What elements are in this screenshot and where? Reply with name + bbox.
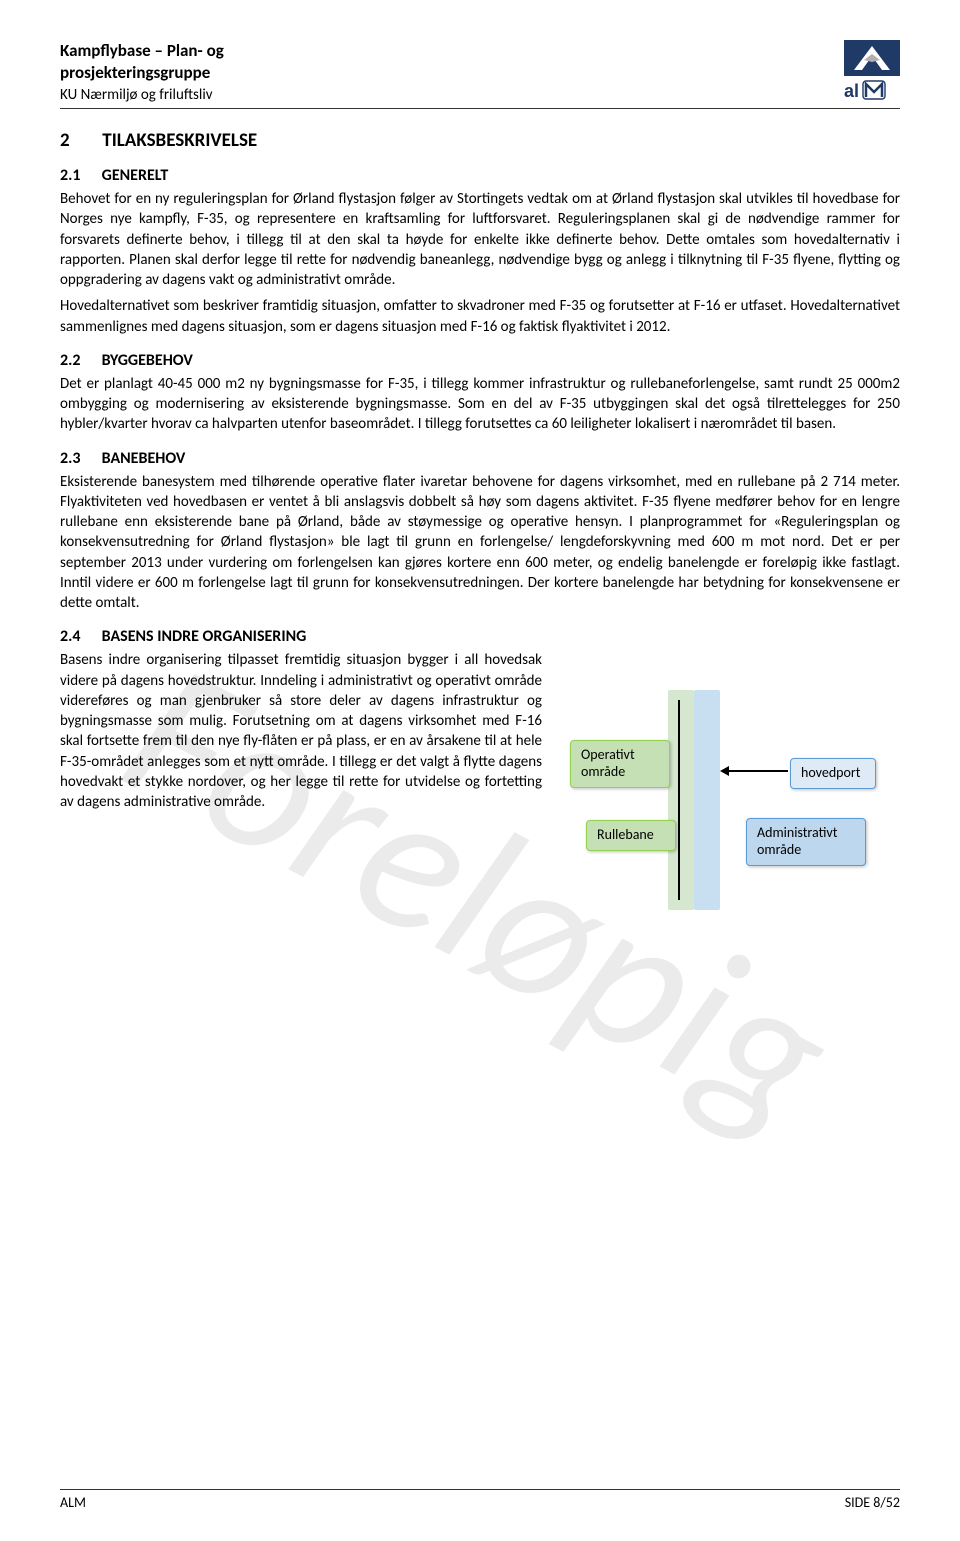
section-2-4-layout: Basens indre organisering tilpasset frem… [60,650,900,920]
diagram-rullebane-label: Rullebane [597,826,654,843]
diagram-divider-line [678,700,680,900]
section-2-1-p1: Behovet for en ny reguleringsplan for Ør… [60,189,900,290]
section-2-4-p1: Basens indre organisering tilpasset frem… [60,650,542,812]
section-2-title: TILAKSBESKRIVELSE [102,129,257,152]
diagram-operativt-box: Operativt område [570,740,670,788]
section-2-1-title: GENERELT [102,166,169,185]
diagram-blue-strip [694,690,720,910]
section-2-4-text: Basens indre organisering tilpasset frem… [60,650,542,818]
footer-right: SIDE 8/52 [845,1494,900,1511]
section-2-2-p1: Det er planlagt 40-45 000 m2 ny bygnings… [60,374,900,435]
section-2-3-title: BANEBEHOV [102,449,186,468]
airplane-logo-icon [844,40,900,76]
diagram-column: Operativt område Rullebane hovedport Adm… [560,650,900,920]
section-2-3-p1: Eksisterende banesystem med tilhørende o… [60,472,900,614]
section-2-3-heading: 2.3 BANEBEHOV [60,449,900,468]
svg-text:al: al [844,81,859,101]
diagram-arrow-line [728,770,788,772]
header-left: Kampflybase – Plan- og prosjekteringsgru… [60,40,224,104]
section-2-1-num: 2.1 [60,166,98,185]
section-2-4-num: 2.4 [60,627,98,646]
diagram-administrativt-box: Administrativt område [746,818,866,866]
alm-logo-icon: al [844,80,900,102]
diagram-arrow-head-icon [720,766,729,776]
base-organisation-diagram: Operativt område Rullebane hovedport Adm… [560,690,880,920]
section-2-1-p2: Hovedalternativet som beskriver framtidi… [60,296,900,337]
page-content: 2 TILAKSBESKRIVELSE 2.1 GENERELT Behovet… [60,129,900,920]
page-header: Kampflybase – Plan- og prosjekteringsgru… [60,40,900,109]
section-2-2-num: 2.2 [60,351,98,370]
page-footer: ALM SIDE 8/52 [60,1489,900,1511]
diagram-hovedport-label: hovedport [801,764,861,781]
section-2-num: 2 [60,129,98,152]
diagram-operativt-label: Operativt område [581,746,635,780]
section-2-3-num: 2.3 [60,449,98,468]
section-2-1-heading: 2.1 GENERELT [60,166,900,185]
footer-left: ALM [60,1494,86,1511]
section-2-heading: 2 TILAKSBESKRIVELSE [60,129,900,152]
diagram-rullebane-box: Rullebane [586,820,676,851]
diagram-administrativt-label: Administrativt område [757,824,837,858]
header-title-line1: Kampflybase – Plan- og [60,40,224,62]
diagram-green-strip [668,690,694,910]
header-logos: al [844,40,900,102]
section-2-4-heading: 2.4 BASENS INDRE ORGANISERING [60,627,900,646]
header-title-line2: prosjekteringsgruppe [60,62,224,84]
diagram-hovedport-box: hovedport [790,758,876,789]
section-2-2-heading: 2.2 BYGGEBEHOV [60,351,900,370]
header-subtitle: KU Nærmiljø og friluftsliv [60,86,224,104]
section-2-4-title: BASENS INDRE ORGANISERING [102,627,307,646]
section-2-2-title: BYGGEBEHOV [102,351,193,370]
